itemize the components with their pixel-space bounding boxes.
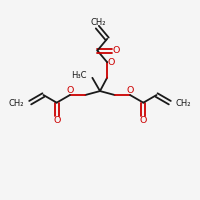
- Text: O: O: [108, 58, 115, 67]
- Text: CH₂: CH₂: [9, 99, 24, 108]
- Text: CH₂: CH₂: [91, 18, 106, 27]
- Text: O: O: [53, 116, 60, 125]
- Text: O: O: [66, 86, 74, 95]
- Text: CH₂: CH₂: [176, 99, 191, 108]
- Text: H₃C: H₃C: [71, 71, 87, 80]
- Text: O: O: [126, 86, 134, 95]
- Text: O: O: [113, 46, 120, 55]
- Text: O: O: [140, 116, 147, 125]
